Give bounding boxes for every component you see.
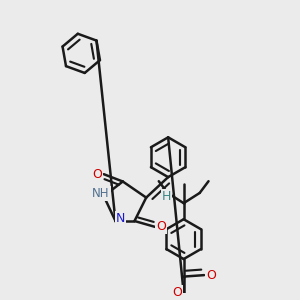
Text: O: O	[172, 286, 182, 299]
Text: O: O	[157, 220, 166, 233]
Text: O: O	[206, 268, 216, 282]
Text: O: O	[92, 168, 102, 181]
Text: N: N	[116, 212, 125, 225]
Text: NH: NH	[92, 187, 110, 200]
Text: H: H	[162, 190, 171, 202]
